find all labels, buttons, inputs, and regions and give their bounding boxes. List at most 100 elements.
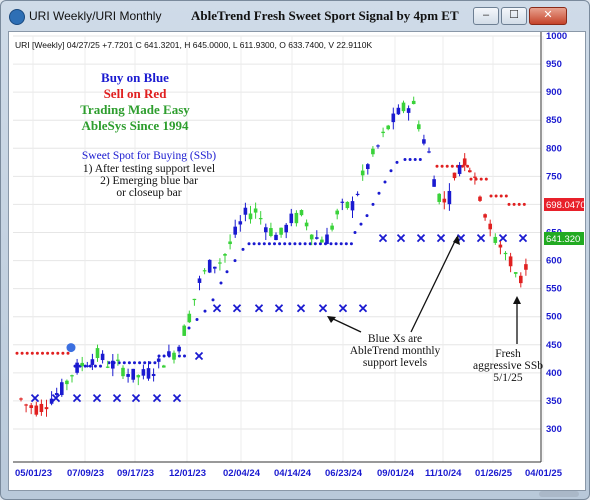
trend-stop-blue xyxy=(308,242,312,246)
chart-area[interactable]: 3003504004505005506006507007508008509009… xyxy=(8,31,586,491)
trend-stop-blue xyxy=(93,364,97,368)
candle-body xyxy=(116,359,120,361)
support-x-mark xyxy=(498,233,508,243)
support-x-mark xyxy=(51,393,61,403)
chart-header: URI [Weekly] 04/27/25 +7.7201 C 641.3201… xyxy=(15,40,373,50)
trend-stop-red xyxy=(504,194,508,198)
support-x-mark xyxy=(318,304,328,313)
candle-body xyxy=(513,272,518,274)
title-bar[interactable]: URI Weekly/URI Monthly AbleTrend Fresh S… xyxy=(1,1,589,31)
trend-stop-blue xyxy=(219,281,223,285)
support-x-mark xyxy=(112,393,122,403)
trend-stop-blue xyxy=(413,158,417,162)
trend-stop-blue xyxy=(349,242,353,246)
legend-ablesys: AbleSys Since 1994 xyxy=(82,118,189,133)
candle-body xyxy=(315,237,319,239)
y-tick-label: 350 xyxy=(546,396,562,407)
trend-stop-red xyxy=(51,351,55,355)
candle-body xyxy=(406,108,411,113)
trend-stop-red xyxy=(469,177,473,181)
trend-stop-blue xyxy=(233,259,237,263)
trend-stop-blue xyxy=(247,242,251,246)
support-x-mark xyxy=(416,233,426,243)
trend-stop-red xyxy=(35,351,39,355)
x-tick-label: 09/01/24 xyxy=(377,468,415,479)
trend-stop-blue xyxy=(329,242,333,246)
note-title: Sweet Spot for Buying (SSb) xyxy=(82,150,216,162)
trend-stop-blue xyxy=(187,326,191,330)
candle-body xyxy=(151,373,156,377)
trend-stop-blue xyxy=(83,364,87,368)
support-x-mark xyxy=(92,393,102,403)
trend-stop-blue xyxy=(183,354,186,358)
trend-stop-blue xyxy=(133,361,136,365)
candle-body xyxy=(131,368,135,380)
minimize-button[interactable]: ‒ xyxy=(473,7,499,25)
candle-body xyxy=(95,348,100,359)
candle-body xyxy=(447,190,452,205)
trend-stop-blue xyxy=(359,222,363,226)
candle-body xyxy=(238,221,243,225)
arrow-monthly-support-head xyxy=(327,316,336,323)
close-button[interactable]: ✕ xyxy=(529,7,567,25)
candle-body xyxy=(100,353,105,361)
trend-stop-blue xyxy=(257,242,261,246)
candle-body xyxy=(493,236,498,243)
candle-body xyxy=(54,393,59,396)
candle-body xyxy=(304,222,309,227)
trend-stop-red xyxy=(66,351,70,355)
trend-stop-red xyxy=(435,164,439,168)
candle-body xyxy=(85,365,90,367)
maximize-button[interactable]: ☐ xyxy=(501,7,527,25)
candle-body xyxy=(274,234,278,241)
candle-body xyxy=(498,244,503,248)
support-x-mark xyxy=(152,393,162,403)
candle-body xyxy=(34,405,39,415)
trend-stop-red xyxy=(450,164,454,168)
trend-stop-red xyxy=(440,164,444,168)
price-chart[interactable]: 3003504004505005506006507007508008509009… xyxy=(9,31,586,490)
candle-body xyxy=(44,407,49,410)
candle-body xyxy=(371,148,375,155)
candle-body xyxy=(524,264,528,270)
x-tick-label: 12/01/23 xyxy=(169,468,206,479)
x-tick-label: 11/10/24 xyxy=(425,468,462,479)
candle-body xyxy=(473,176,477,178)
support-x-mark xyxy=(296,304,306,313)
y-tick-label: 900 xyxy=(546,87,562,98)
trend-stop-blue xyxy=(418,158,422,162)
arrow-monthly-support-2 xyxy=(410,236,458,333)
annotation-fresh-2: aggressive SSb xyxy=(473,360,543,372)
support-x-mark xyxy=(436,233,446,243)
support-x-mark xyxy=(72,393,82,403)
candle-body xyxy=(177,346,181,352)
trend-stop-blue xyxy=(408,158,412,162)
candle-body xyxy=(442,198,447,203)
candle-body xyxy=(299,210,304,216)
trend-stop-blue xyxy=(252,242,256,246)
trend-stop-red xyxy=(20,351,24,355)
candle-body xyxy=(121,367,125,377)
trend-stop-red xyxy=(517,202,521,206)
y-tick-label: 1000 xyxy=(546,32,567,42)
price-tag-red xyxy=(544,198,584,211)
candle-body xyxy=(218,262,222,264)
candle-body xyxy=(202,270,207,272)
y-tick-label: 550 xyxy=(546,284,562,295)
trend-stop-blue xyxy=(143,361,147,365)
candle-body xyxy=(330,225,334,230)
candle-body xyxy=(355,193,360,196)
candle-body xyxy=(126,374,130,377)
candle-body xyxy=(182,325,186,336)
trend-stop-blue xyxy=(278,242,282,246)
candle-body xyxy=(105,366,110,368)
candle-body xyxy=(427,151,431,153)
trend-stop-red xyxy=(445,164,449,168)
y-tick-label: 400 xyxy=(546,368,562,379)
support-x-mark xyxy=(194,351,204,361)
trend-stop-blue xyxy=(339,242,343,246)
trend-stop-blue xyxy=(283,242,287,246)
scrollbar-grip[interactable] xyxy=(539,491,579,497)
x-tick-label: 02/04/24 xyxy=(223,468,261,479)
candle-body xyxy=(70,375,74,377)
